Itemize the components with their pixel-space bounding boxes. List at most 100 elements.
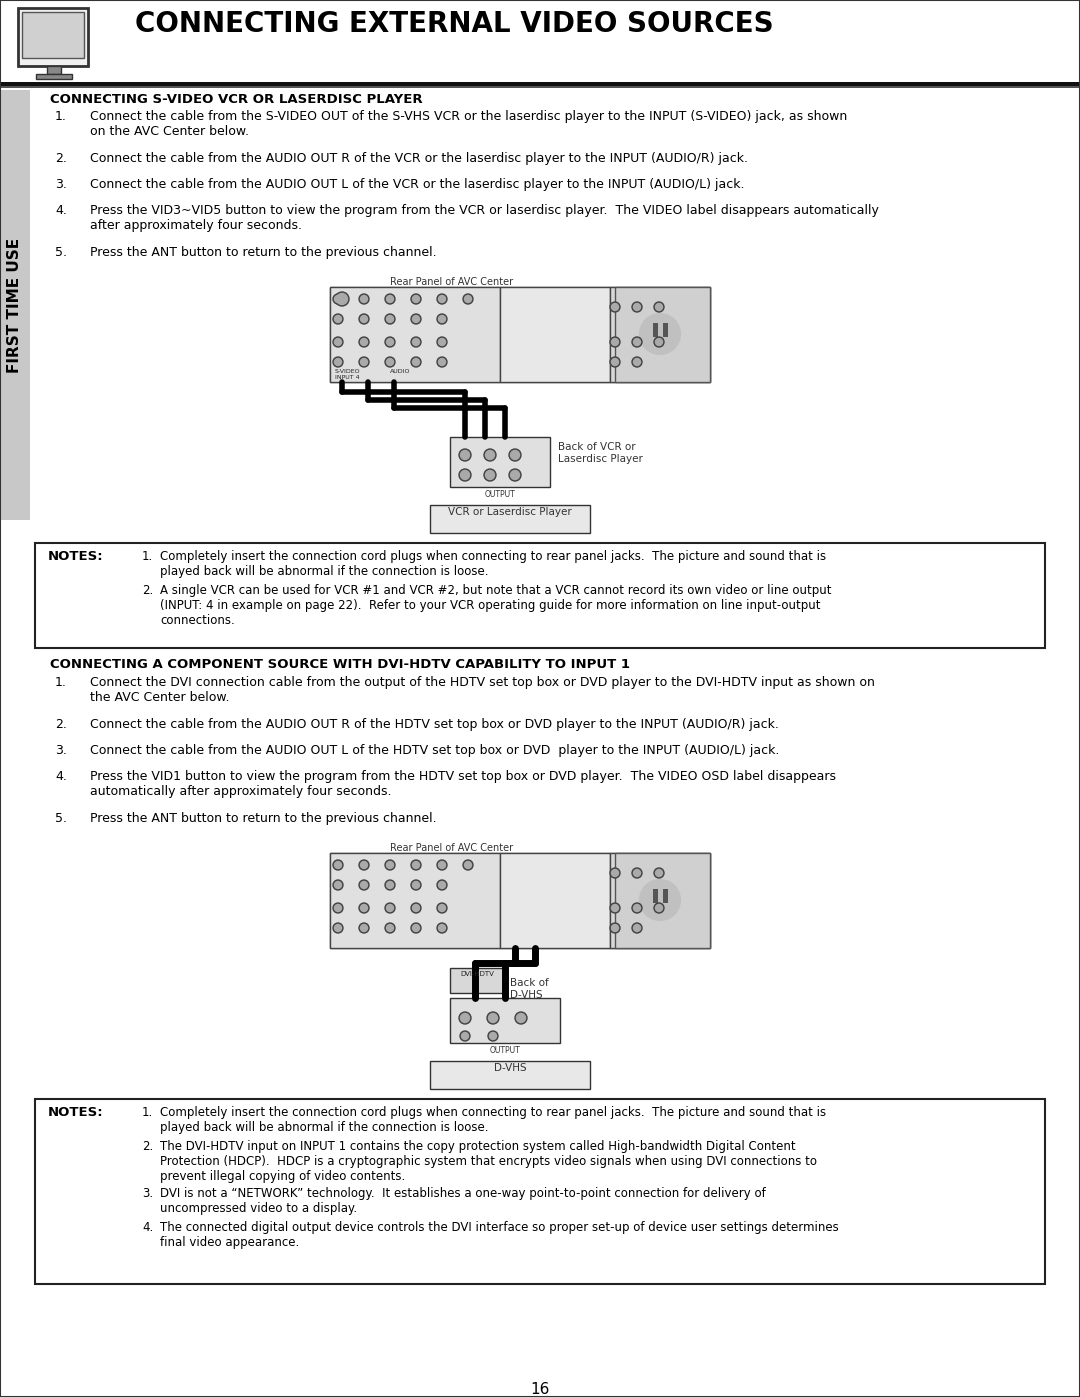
Bar xyxy=(615,854,710,949)
Circle shape xyxy=(654,902,664,914)
Circle shape xyxy=(509,448,521,461)
Circle shape xyxy=(437,337,447,346)
Text: INPUT 4: INPUT 4 xyxy=(335,374,360,380)
Text: 3.: 3. xyxy=(141,1187,153,1200)
Text: AUDIO: AUDIO xyxy=(390,369,410,374)
Circle shape xyxy=(411,902,421,914)
Circle shape xyxy=(333,861,343,870)
Circle shape xyxy=(413,882,419,888)
Circle shape xyxy=(387,882,393,888)
Bar xyxy=(0,82,1080,87)
Text: 16: 16 xyxy=(530,1382,550,1397)
Circle shape xyxy=(359,337,369,346)
Circle shape xyxy=(634,925,640,932)
Circle shape xyxy=(611,338,619,345)
Text: CONNECTING A COMPONENT SOURCE WITH DVI-HDTV CAPABILITY TO INPUT 1: CONNECTING A COMPONENT SOURCE WITH DVI-H… xyxy=(50,658,630,671)
Circle shape xyxy=(464,296,472,303)
Circle shape xyxy=(486,450,495,460)
Text: 2.: 2. xyxy=(55,152,67,165)
Circle shape xyxy=(361,904,367,911)
Circle shape xyxy=(516,1013,526,1023)
Text: 4.: 4. xyxy=(55,204,67,217)
Circle shape xyxy=(611,925,619,932)
Circle shape xyxy=(359,880,369,890)
Circle shape xyxy=(460,1013,470,1023)
Circle shape xyxy=(610,358,620,367)
Circle shape xyxy=(654,337,664,346)
Circle shape xyxy=(384,902,395,914)
Text: 1.: 1. xyxy=(55,110,67,123)
Text: OUTPUT: OUTPUT xyxy=(485,490,515,499)
Circle shape xyxy=(411,337,421,346)
Circle shape xyxy=(384,337,395,346)
Circle shape xyxy=(361,862,367,869)
Circle shape xyxy=(610,923,620,933)
Circle shape xyxy=(460,471,470,479)
Text: OUTPUT: OUTPUT xyxy=(489,1046,521,1055)
Bar xyxy=(610,286,710,381)
Circle shape xyxy=(337,293,348,305)
Circle shape xyxy=(610,302,620,312)
Circle shape xyxy=(438,882,446,888)
Text: 3.: 3. xyxy=(55,745,67,757)
Circle shape xyxy=(387,925,393,932)
Text: Press the ANT button to return to the previous channel.: Press the ANT button to return to the pr… xyxy=(90,246,436,258)
Bar xyxy=(500,854,610,949)
Text: DVI is not a “NETWORK” technology.  It establishes a one-way point-to-point conn: DVI is not a “NETWORK” technology. It es… xyxy=(160,1187,766,1215)
Circle shape xyxy=(335,316,341,323)
Bar xyxy=(36,74,72,80)
Circle shape xyxy=(632,358,642,367)
Circle shape xyxy=(387,359,393,366)
Circle shape xyxy=(460,450,470,460)
Text: Completely insert the connection cord plugs when connecting to rear panel jacks.: Completely insert the connection cord pl… xyxy=(160,550,826,578)
Circle shape xyxy=(437,923,447,933)
Circle shape xyxy=(654,302,664,312)
Text: The connected digital output device controls the DVI interface so proper set-up : The connected digital output device cont… xyxy=(160,1221,839,1249)
Circle shape xyxy=(411,880,421,890)
Circle shape xyxy=(384,923,395,933)
Circle shape xyxy=(438,338,446,345)
Bar xyxy=(450,997,561,1044)
Text: 5.: 5. xyxy=(55,246,67,258)
Circle shape xyxy=(438,925,446,932)
Text: 5.: 5. xyxy=(55,812,67,826)
Text: Completely insert the connection cord plugs when connecting to rear panel jacks.: Completely insert the connection cord pl… xyxy=(160,1106,826,1134)
Circle shape xyxy=(463,293,473,305)
Text: NOTES:: NOTES: xyxy=(48,1106,104,1119)
Circle shape xyxy=(486,471,495,479)
Circle shape xyxy=(335,338,341,345)
Circle shape xyxy=(656,904,662,911)
Circle shape xyxy=(464,862,472,869)
Circle shape xyxy=(632,337,642,346)
Circle shape xyxy=(611,359,619,366)
Text: Connect the cable from the AUDIO OUT R of the HDTV set top box or DVD player to : Connect the cable from the AUDIO OUT R o… xyxy=(90,718,779,731)
Circle shape xyxy=(361,296,367,303)
Circle shape xyxy=(438,359,446,366)
Bar xyxy=(450,968,505,993)
Text: Back of VCR or
Laserdisc Player: Back of VCR or Laserdisc Player xyxy=(558,441,643,464)
Circle shape xyxy=(437,880,447,890)
Circle shape xyxy=(335,296,341,303)
Circle shape xyxy=(413,904,419,911)
Circle shape xyxy=(359,923,369,933)
Text: Connect the cable from the AUDIO OUT R of the VCR or the laserdisc player to the: Connect the cable from the AUDIO OUT R o… xyxy=(90,152,748,165)
Circle shape xyxy=(632,902,642,914)
Text: 1.: 1. xyxy=(141,550,153,563)
Circle shape xyxy=(413,862,419,869)
Circle shape xyxy=(361,338,367,345)
Text: Press the ANT button to return to the previous channel.: Press the ANT button to return to the pr… xyxy=(90,812,436,826)
Circle shape xyxy=(335,862,341,869)
Circle shape xyxy=(411,861,421,870)
Text: Rear Panel of AVC Center: Rear Panel of AVC Center xyxy=(390,277,513,286)
Circle shape xyxy=(361,316,367,323)
Circle shape xyxy=(437,902,447,914)
Circle shape xyxy=(411,293,421,305)
Bar xyxy=(330,854,710,949)
Circle shape xyxy=(611,869,619,876)
Circle shape xyxy=(511,471,519,479)
Circle shape xyxy=(335,904,341,911)
Circle shape xyxy=(632,923,642,933)
Circle shape xyxy=(361,359,367,366)
Circle shape xyxy=(438,296,446,303)
Bar xyxy=(0,0,1080,88)
